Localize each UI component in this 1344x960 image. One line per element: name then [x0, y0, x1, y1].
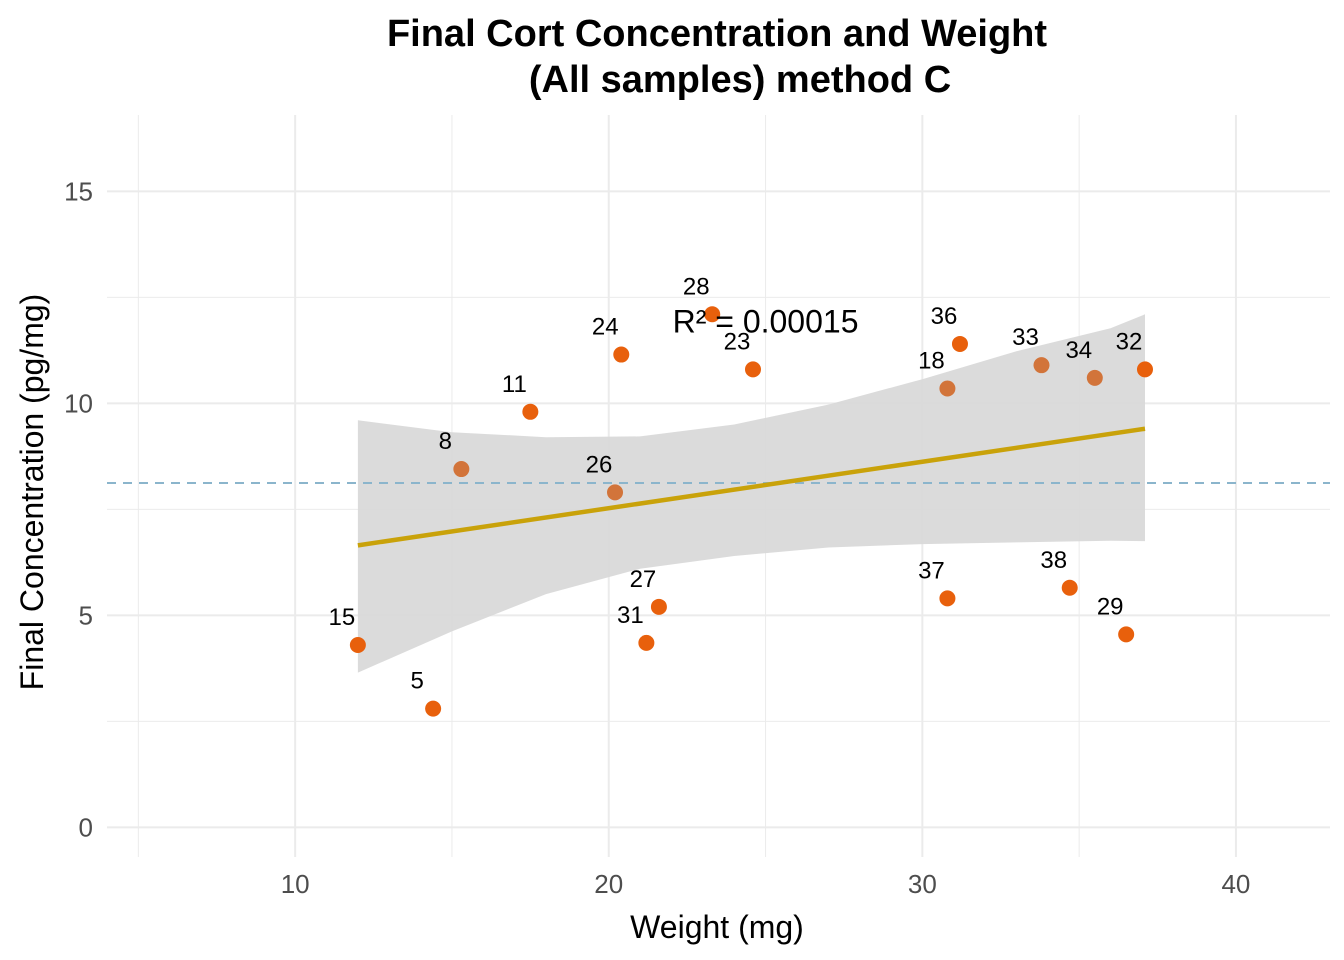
- point-label-28: 28: [683, 273, 710, 300]
- data-point-36: [951, 335, 968, 352]
- tick-labels-layer: 10 20 30 40 0 5 10 15: [64, 176, 1250, 899]
- y-tick-label: 10: [64, 388, 93, 418]
- r-squared-annotation: R² = 0.00015: [673, 304, 859, 340]
- y-axis-label: Final Concentration (pg/mg): [14, 294, 50, 691]
- point-label-29: 29: [1097, 593, 1124, 620]
- regression-line: [357, 426, 1146, 548]
- x-tick-label: 30: [908, 869, 937, 899]
- point-label-8: 8: [439, 428, 452, 455]
- point-label-32: 32: [1116, 328, 1143, 355]
- y-tick-label: 15: [64, 176, 93, 206]
- data-point-15: [349, 637, 366, 653]
- data-point-23: [744, 361, 761, 378]
- data-point-38: [1061, 579, 1078, 596]
- data-point-5: [425, 700, 442, 717]
- confidence-band: [357, 314, 1145, 673]
- data-point-8: [453, 461, 470, 478]
- points-layer: [349, 306, 1153, 717]
- chart-title-line-2: (All samples) method C: [529, 59, 951, 101]
- point-label-23: 23: [724, 328, 751, 355]
- confidence-band-layer: [357, 314, 1145, 673]
- point-label-36: 36: [931, 303, 958, 330]
- point-label-38: 38: [1040, 547, 1067, 574]
- data-point-24: [613, 346, 630, 363]
- data-point-29: [1118, 626, 1135, 643]
- fit-line-layer: [357, 426, 1146, 548]
- x-tick-label: 20: [594, 869, 623, 899]
- point-label-18: 18: [918, 347, 945, 374]
- data-point-11: [522, 403, 539, 420]
- data-point-37: [939, 590, 956, 607]
- point-label-11: 11: [502, 371, 527, 398]
- data-point-34: [1086, 369, 1103, 386]
- data-point-18: [939, 380, 956, 397]
- data-point-28: [704, 306, 721, 323]
- data-point-26: [607, 484, 624, 501]
- point-labels-layer: 15 5 8 11 24 26 27 31 28 23 18 36 37 33 34 38 32 29: [329, 273, 1143, 694]
- point-label-24: 24: [592, 314, 619, 341]
- x-tick-label: 40: [1221, 869, 1250, 899]
- data-point-32: [1136, 361, 1153, 378]
- point-label-33: 33: [1012, 324, 1039, 351]
- y-tick-label: 0: [79, 812, 93, 842]
- point-label-5: 5: [410, 668, 423, 695]
- data-point-31: [638, 634, 655, 651]
- grid: [107, 115, 1330, 857]
- y-tick-label: 5: [79, 600, 93, 630]
- x-tick-label: 10: [281, 869, 310, 899]
- point-label-34: 34: [1065, 337, 1092, 364]
- chart-title-line-1: Final Cort Concentration and Weight: [387, 13, 1047, 55]
- x-axis-label: Weight (mg): [630, 909, 804, 945]
- point-label-37: 37: [918, 557, 945, 584]
- point-label-27: 27: [630, 566, 657, 593]
- point-label-31: 31: [617, 602, 644, 629]
- data-point-33: [1033, 357, 1050, 374]
- point-label-15: 15: [329, 604, 356, 631]
- data-point-27: [650, 598, 667, 615]
- point-label-26: 26: [586, 451, 613, 478]
